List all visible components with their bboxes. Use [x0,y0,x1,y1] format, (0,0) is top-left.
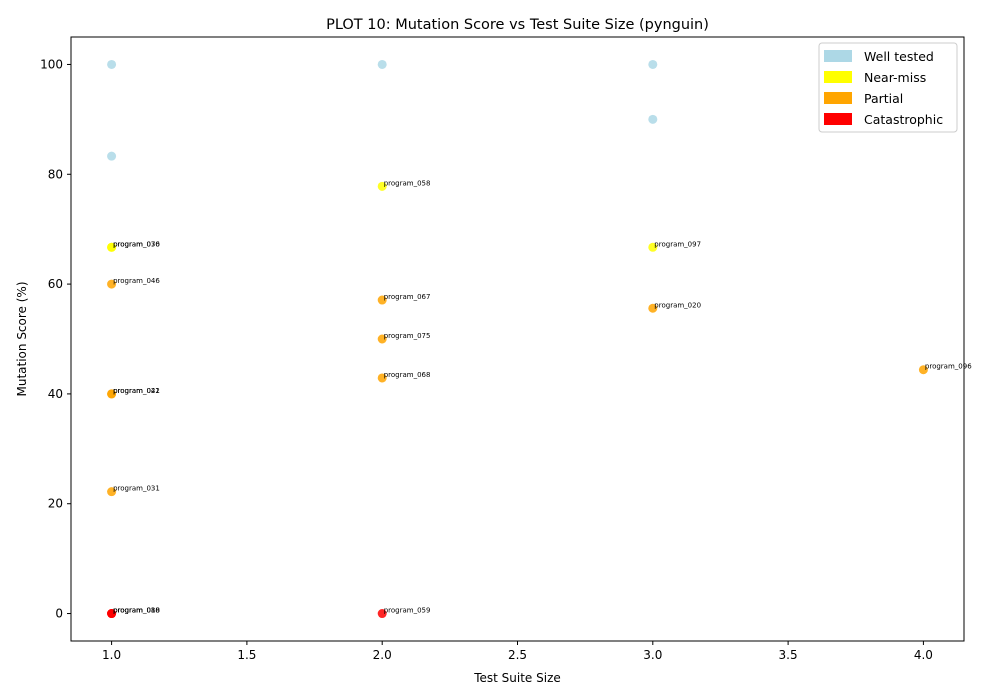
legend: Well tested Near-miss Partial Catastrophic [818,42,958,133]
legend-swatch [824,92,852,104]
legend-swatch [824,71,852,83]
data-point-cat [107,609,117,619]
point-label: program_010 [113,607,160,615]
y-tick-label: 100 [40,57,63,71]
point-label: program_059 [384,607,431,615]
point-label: program_018 [113,607,160,615]
point-label: program_075 [384,332,431,340]
x-tick-label: 1.0 [102,648,121,662]
x-axis-label: Test Suite Size [473,671,561,685]
data-point-near [648,242,658,252]
data-point-partial [377,334,387,344]
legend-swatch [824,50,852,62]
x-tick-label: 2.5 [508,648,527,662]
legend-entry: Well tested [864,49,934,64]
x-tick-label: 3.5 [779,648,798,662]
x-tick-label: 2.0 [373,648,392,662]
y-axis-label: Mutation Score (%) [15,281,29,396]
data-point-partial [107,279,117,289]
data-point-near [377,181,387,191]
point-label: program_068 [384,371,431,379]
data-point-well [648,59,658,69]
point-label: program_020 [654,301,701,309]
y-tick-label: 0 [55,607,63,621]
point-label: program_030 [113,240,160,248]
plot-points [107,59,928,619]
data-point-partial [377,373,387,383]
data-point-partial [377,295,387,305]
legend-box [818,42,958,133]
point-label: program_076 [113,240,160,248]
data-point-well [648,114,658,124]
data-point-partial [107,389,117,399]
point-label: program_058 [384,179,431,187]
point-label: program_097 [654,240,701,248]
data-point-near [107,242,117,252]
point-label: program_031 [113,485,160,493]
legend-entry: Catastrophic [864,112,943,127]
point-label: program_022 [113,387,160,395]
x-tick-label: 1.5 [237,648,256,662]
y-tick-label: 20 [48,497,63,511]
point-label: program_041 [113,387,160,395]
x-axis: 1.0 1.5 2.0 2.5 3.0 3.5 4.0 [102,641,933,662]
y-tick-label: 60 [48,277,63,291]
data-point-partial [648,303,658,313]
data-point-well [107,151,117,161]
point-label: program_096 [925,363,972,371]
x-tick-label: 4.0 [914,648,933,662]
chart-title: PLOT 10: Mutation Score vs Test Suite Si… [326,17,709,33]
legend-entry: Near-miss [864,70,926,85]
point-label: program_088 [113,607,160,615]
y-axis: 0 20 40 60 80 100 [40,57,71,621]
data-point-well [377,59,387,69]
point-label: program_046 [113,277,160,285]
data-point-well [107,59,117,69]
data-point-partial [107,487,117,497]
legend-swatch [824,113,852,125]
y-tick-label: 40 [48,387,63,401]
y-tick-label: 80 [48,167,63,181]
x-tick-label: 3.0 [643,648,662,662]
data-point-partial [918,365,928,375]
point-label: program_067 [384,293,431,301]
legend-entry: Partial [864,91,903,106]
data-point-cat [377,609,387,619]
